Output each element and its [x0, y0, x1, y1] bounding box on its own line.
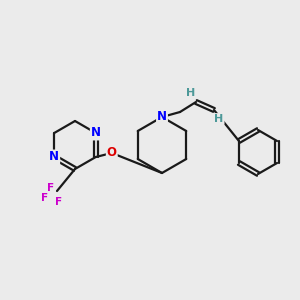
Text: F: F — [56, 197, 63, 207]
Text: H: H — [214, 114, 224, 124]
Text: H: H — [186, 88, 196, 98]
Text: O: O — [107, 146, 117, 160]
Text: N: N — [157, 110, 167, 124]
Text: N: N — [91, 127, 101, 140]
Text: F: F — [41, 193, 49, 203]
Text: F: F — [47, 183, 55, 193]
Text: N: N — [49, 151, 59, 164]
